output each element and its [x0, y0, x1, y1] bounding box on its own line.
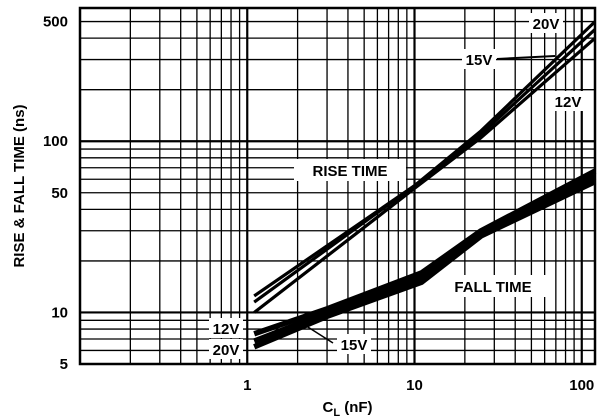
rise-20v-label: 20V: [533, 16, 560, 33]
y-tick-label: 500: [43, 14, 68, 31]
y-tick-label: 10: [51, 304, 68, 321]
y-axis-label: RISE & FALL TIME (ns): [11, 104, 28, 267]
y-tick-label: 100: [43, 133, 68, 150]
rise-time-label: RISE TIME: [312, 163, 387, 180]
annotations: RISE TIME FALL TIME 20V 15V 12V 12V 20V …: [209, 13, 585, 359]
rise-12v-label: 12V: [555, 94, 582, 111]
x-tick-label: 1: [243, 377, 251, 394]
rise-15v-label: 15V: [466, 52, 493, 69]
x-tick-label: 100: [569, 377, 594, 394]
fall-12v-label: 12V: [213, 321, 240, 338]
rise-15v-line: [253, 28, 597, 304]
fall-time-label: FALL TIME: [454, 279, 531, 296]
fall-20v-label: 20V: [213, 342, 240, 359]
fall-15v-leader: [299, 321, 334, 344]
tick-labels: 1 10 100 5 10 50 100 500: [43, 14, 594, 394]
plot-frame: [78, 6, 597, 366]
fall-12v-line: [253, 168, 597, 337]
series-lines: [253, 20, 597, 350]
fall-15v-label: 15V: [341, 337, 368, 354]
fall-20v-line: [253, 179, 597, 350]
rise-20v-line: [253, 20, 597, 298]
rise-12v-line: [253, 36, 597, 314]
rise-15v-leader: [496, 55, 556, 60]
x-tick-label: 10: [406, 377, 423, 394]
y-tick-label: 50: [51, 185, 68, 202]
fall-15v-line: [253, 174, 597, 344]
y-tick-label: 5: [60, 356, 68, 373]
x-axis-label: CL (nF): [322, 399, 372, 419]
